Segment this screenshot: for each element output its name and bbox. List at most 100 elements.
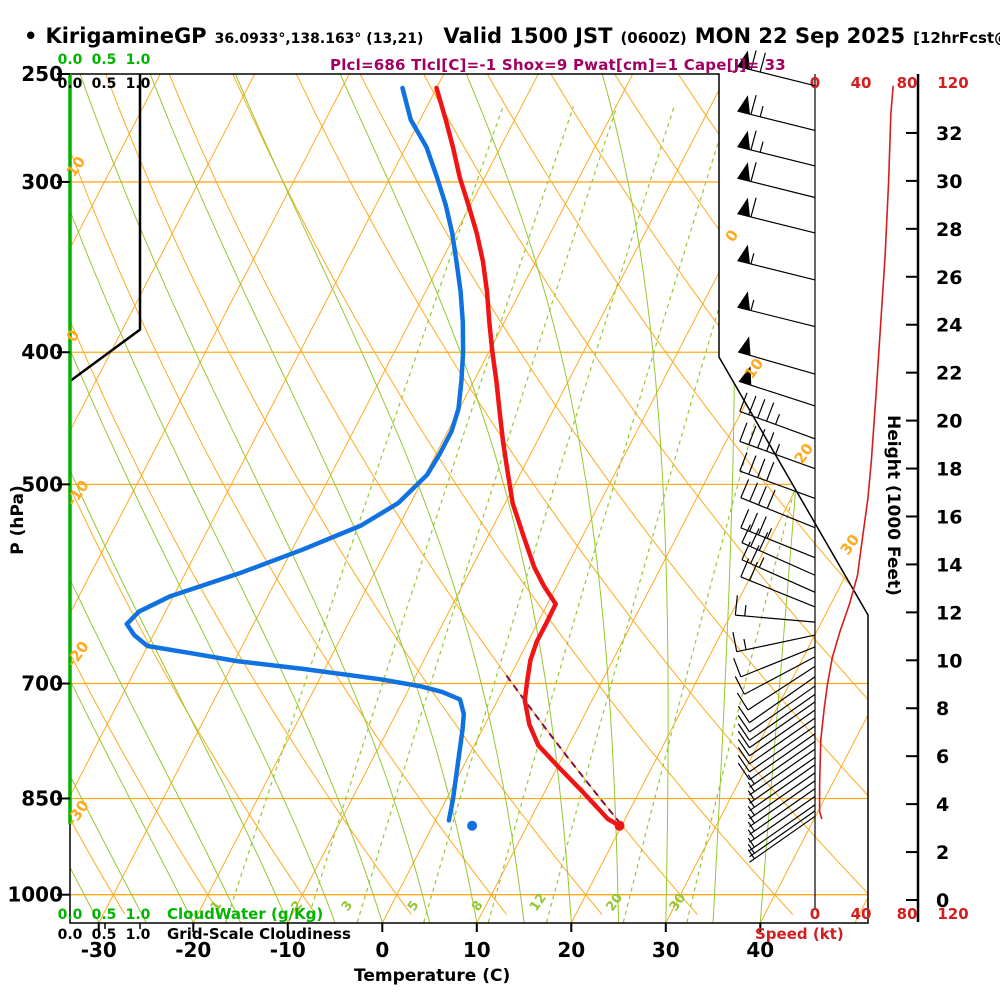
svg-text:0: 0 [936,890,949,912]
valid-time: Valid 1500 JST [443,24,613,48]
svg-text:28: 28 [936,219,962,241]
svg-text:80: 80 [897,74,918,92]
pressure-gridlines [70,181,868,896]
svg-text:40: 40 [851,74,872,92]
svg-text:2: 2 [936,842,949,864]
cloudiness-scale-0: 0.0 [57,76,83,92]
wind-barbs [732,50,816,863]
svg-text:-10: -10 [63,477,93,510]
parcel-path [503,671,622,825]
svg-text:0: 0 [810,74,820,92]
svg-text:-10: -10 [270,938,306,962]
svg-text:10: 10 [936,650,962,672]
svg-text:20: 20 [557,938,585,962]
cloudwater-scale-1b: 1.0 [125,907,151,923]
svg-text:16: 16 [936,506,962,528]
svg-text:0: 0 [375,938,389,962]
cloudwater-scale-1: 1.0 [125,52,151,68]
svg-text:12: 12 [936,602,962,624]
svg-text:-20: -20 [175,938,211,962]
svg-text:0: 0 [63,326,84,345]
svg-text:18: 18 [936,459,962,481]
temperature-axis: -30 -20 -10 0 10 20 30 40 [81,923,774,962]
height-axis-title: Height (1000 Feet) [883,415,903,596]
svg-text:-20: -20 [63,638,93,671]
cloudiness-scale-bottom: 0.0 0.5 1.0 Grid-Scale Cloudiness [53,925,351,943]
svg-text:850: 850 [21,786,63,810]
svg-text:250: 250 [21,62,63,86]
stability-params-line: Plcl=686 Tlcl[C]=-1 Shox=9 Pwat[cm]=1 Ca… [330,56,786,74]
svg-text:500: 500 [21,472,63,496]
cloudwater-scale-05: 0.5 [91,52,117,68]
valid-date: MON 22 Sep 2025 [694,24,906,48]
svg-text:-30: -30 [81,938,117,962]
temperature-axis-title: Temperature (C) [354,966,511,986]
plot-border [69,73,869,924]
cloudiness-scale-top: 0.0 0.5 1.0 [53,76,155,92]
svg-text:120: 120 [937,74,968,92]
cloudwater-scale-05b: 0.5 [91,907,117,923]
svg-text:700: 700 [21,672,63,696]
svg-text:0: 0 [810,905,820,923]
cloudiness-axis-title: Grid-Scale Cloudiness [167,925,351,943]
station-name: KirigamineGP [45,24,207,48]
svg-text:1000: 1000 [7,883,63,907]
svg-text:8: 8 [469,898,486,914]
svg-text:40: 40 [746,938,774,962]
cloudiness-scale-05b: 0.5 [91,927,117,943]
svg-text:10: 10 [63,153,90,180]
moist-adiabat-lines [70,74,824,923]
svg-text:5: 5 [405,898,422,914]
svg-text:20: 20 [791,440,818,467]
svg-text:-30: -30 [63,797,93,830]
dry-adiabat-labels: 10 0 -10 -20 -30 [63,153,93,829]
cloudwater-scale-0b: 0.0 [57,907,83,923]
valid-time-utc: (0600Z) [620,29,687,47]
forecast-tag: [12hrFcst@2151z] [913,29,1000,47]
cloudiness-scale-05: 0.5 [91,76,117,92]
svg-text:10: 10 [463,938,491,962]
cloudiness-scale-1: 1.0 [125,76,151,92]
cloudiness-scale-0b: 0.0 [57,927,83,943]
dewpoint-curve [124,85,467,823]
svg-text:26: 26 [936,267,962,289]
cloudiness-scale-1b: 1.0 [125,927,151,943]
svg-text:8: 8 [936,698,949,720]
svg-text:30: 30 [837,531,864,558]
svg-text:300: 300 [21,170,63,194]
surface-dots [467,820,625,831]
svg-text:4: 4 [936,794,949,816]
svg-text:400: 400 [21,340,63,364]
svg-text:14: 14 [936,554,962,576]
pressure-axis: 250 300 400 500 700 850 1000 [7,62,70,907]
svg-text:30: 30 [652,938,680,962]
svg-text:30: 30 [936,171,962,193]
cloudwater-scale-0: 0.0 [57,52,83,68]
svg-text:6: 6 [936,746,949,768]
svg-text:3: 3 [339,898,356,914]
cloudwater-scale-bottom: 0.0 0.5 1.0 CloudWater (g/Kg) [53,905,324,923]
cloudwater-axis-title: CloudWater (g/Kg) [167,905,324,923]
svg-text:0: 0 [722,226,743,245]
title-bar: • KirigamineGP 36.0933°,138.163° (13,21)… [24,24,1000,48]
svg-text:22: 22 [936,363,962,385]
wind-speed-curve [818,85,894,820]
mixing-ratio-lines [225,106,868,923]
grid-scale-cloudiness-trace [68,74,142,825]
cloudwater-scale-top: 0.0 0.5 1.0 [53,52,155,68]
speed-axis-title: Speed (kt) [755,925,844,943]
svg-text:32: 32 [936,123,962,145]
isotherm-lines [70,74,868,923]
pressure-axis-title: P (hPa) [8,485,28,555]
station-coords: 36.0933°,138.163° (13,21) [214,31,424,47]
svg-text:80: 80 [897,905,918,923]
svg-text:24: 24 [936,315,962,337]
svg-text:40: 40 [851,905,872,923]
svg-text:120: 120 [937,905,968,923]
temperature-curve [434,85,622,828]
